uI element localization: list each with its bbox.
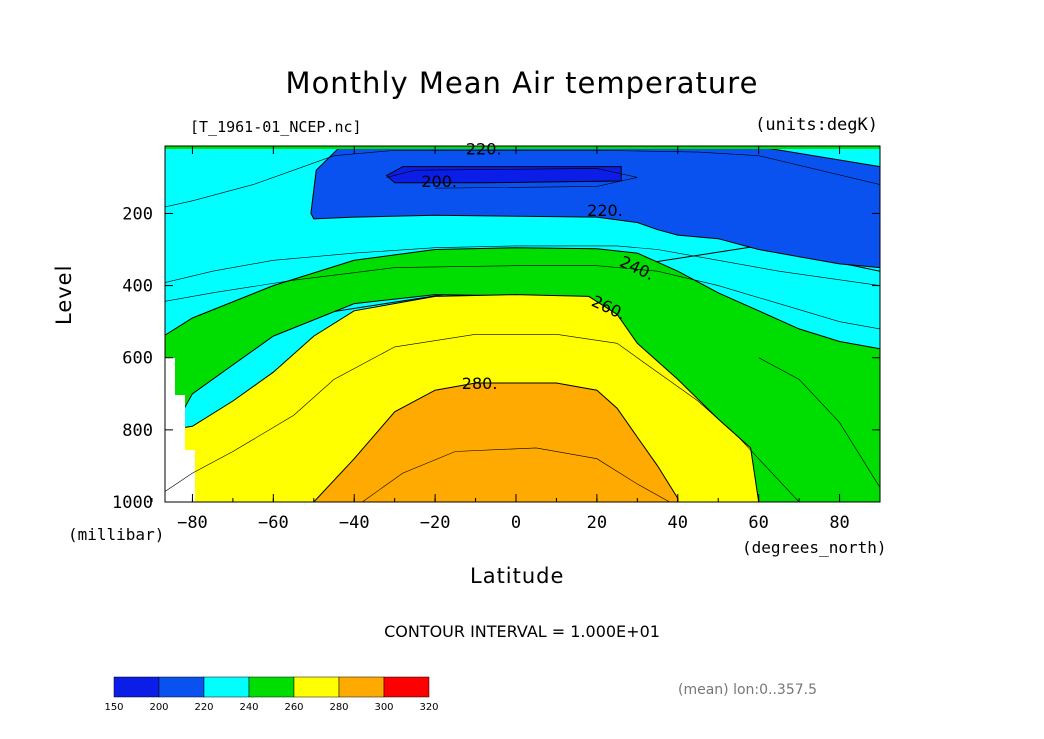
x-axis-label: Latitude: [470, 564, 565, 588]
y-axis-units: (millibar): [68, 525, 165, 544]
colorbar-label-0: 150: [104, 702, 123, 713]
colorbar-swatch-2: [203, 676, 250, 698]
contour-line-1: [386, 168, 638, 189]
units-label: (units:degK): [755, 115, 878, 135]
averaging-note: (mean) lon:0..357.5: [678, 682, 818, 698]
y-tick-label-4: 1000: [112, 493, 153, 513]
colorbar-swatch-0: [113, 676, 160, 698]
x-tick-label-1: −60: [258, 513, 289, 533]
colorbar-label-3: 240: [239, 702, 258, 713]
x-tick-label-0: −80: [177, 513, 208, 533]
contour-line-4: [362, 447, 670, 502]
colorbar-label-1: 200: [149, 702, 168, 713]
x-tick-label-5: 20: [587, 513, 607, 533]
x-tick-label-4: 0: [511, 513, 521, 533]
plot-frame: [164, 145, 881, 503]
x-tick-label-8: 80: [829, 513, 849, 533]
y-tick-label-3: 800: [122, 421, 153, 441]
contour-line-5: [165, 265, 880, 330]
top-strip: [165, 146, 880, 149]
colorbar-swatch-3: [248, 676, 295, 698]
contour-label-0: 220.: [466, 140, 502, 159]
colorbar-swatch-4: [293, 676, 340, 698]
source-file-label: [T_1961-01_NCEP.nc]: [190, 118, 362, 136]
missing-data-region: [165, 358, 195, 502]
y-tick-label-1: 400: [122, 277, 153, 297]
colorbar-swatch-1: [158, 676, 205, 698]
colorbar-swatch-5: [338, 676, 385, 698]
colorbar-label-4: 260: [284, 702, 303, 713]
contour-label-2: 220.: [587, 201, 623, 220]
colorbar-label-7: 320: [419, 702, 438, 713]
x-axis-units: (degrees_north): [742, 538, 887, 557]
contour-label-5: 280.: [462, 374, 498, 393]
colorbar-label-6: 300: [374, 702, 393, 713]
x-tick-label-3: −20: [420, 513, 451, 533]
y-tick-label-0: 200: [122, 204, 153, 224]
chart-title: Monthly Mean Air temperature: [285, 66, 759, 100]
colorbar-label-2: 220: [194, 702, 213, 713]
contour-label-1: 200.: [421, 172, 457, 191]
contour-line-3: [165, 334, 800, 502]
contour-line-0: [165, 150, 880, 208]
colorbar-swatch-6: [383, 676, 430, 698]
x-tick-label-2: −40: [339, 513, 370, 533]
colorbar-label-5: 280: [329, 702, 348, 713]
contour-interval-note: CONTOUR INTERVAL = 1.000E+01: [384, 622, 660, 641]
contour-line-6: [758, 357, 880, 488]
contour-bands: [165, 146, 880, 502]
y-tick-label-2: 600: [122, 349, 153, 369]
x-tick-label-6: 40: [668, 513, 688, 533]
x-tick-label-7: 60: [748, 513, 768, 533]
contour-line-2: [165, 245, 880, 286]
